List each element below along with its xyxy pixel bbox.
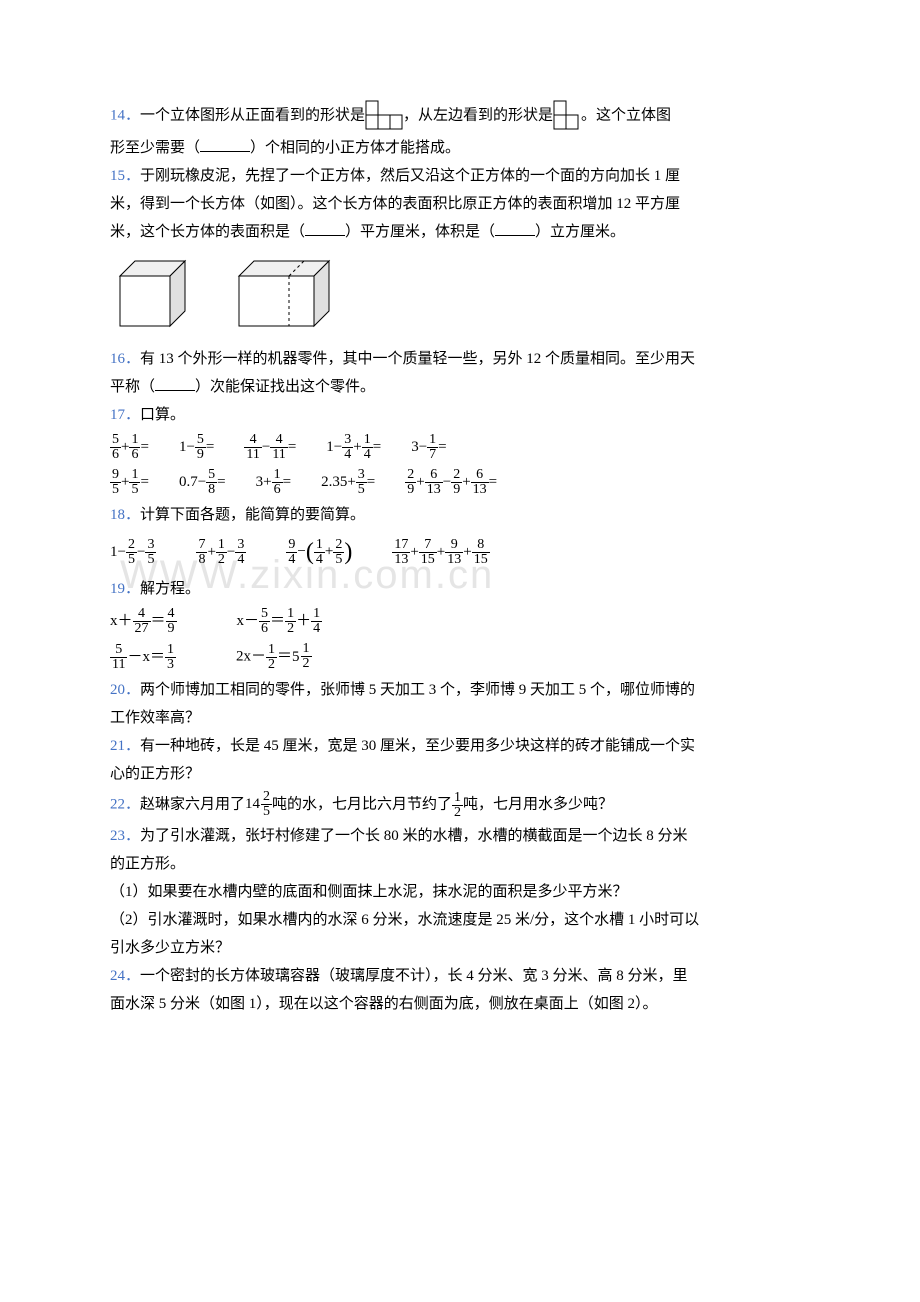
q16-text1: 有 13 个外形一样的机器零件，其中一个质量轻一些，另外 12 个质量相同。至少… bbox=[140, 351, 695, 367]
q17-r2e3: 3+16= bbox=[256, 468, 291, 497]
front-view-shape bbox=[365, 100, 403, 132]
q19-e1: x＋427＝49 bbox=[110, 607, 177, 636]
q15-text2: 米，得到一个长方体（如图）。这个长方体的表面积比原正方体的表面积增加 12 平方… bbox=[110, 196, 680, 212]
q17-r2e4: 2.35+35= bbox=[321, 468, 375, 497]
q22-text2: 吨的水，七月比六月节约了 bbox=[272, 796, 452, 812]
q16-text3: ）次能保证找出这个零件。 bbox=[195, 379, 375, 395]
q23-sub1: （1）如果要在水槽内壁的底面和侧面抹上水泥，抹水泥的面积是多少平方米？ bbox=[110, 884, 628, 900]
cube-figures bbox=[110, 248, 810, 347]
question-17: 17．口算。 bbox=[110, 403, 810, 427]
question-20: 20．两个师博加工相同的零件，张师博 5 天加工 3 个，李师博 9 天加工 5… bbox=[110, 678, 810, 702]
q14-text3: 。这个立体图 bbox=[581, 107, 671, 123]
q14-text2: ，从左边看到的形状是 bbox=[403, 107, 553, 123]
q17-e5: 3−17= bbox=[411, 433, 446, 462]
q18-e2: 78+12−34 bbox=[196, 538, 246, 567]
question-15-l3: 米，这个长方体的表面积是（ ）平方厘米，体积是（ ）立方厘米。 bbox=[110, 220, 810, 244]
q17-e3: 411−411= bbox=[244, 433, 296, 462]
q20-text1: 两个师博加工相同的零件，张师博 5 天加工 3 个，李师博 9 天加工 5 个，… bbox=[140, 682, 695, 698]
q15-text1: 于刚玩橡皮泥，先捏了一个正方体，然后又沿这个正方体的一个面的方向加长 1 厘 bbox=[140, 168, 680, 184]
q17-r2e5: 29+613−29+613= bbox=[405, 468, 497, 497]
q18-e4: 1713+715+913+815 bbox=[392, 538, 489, 567]
question-14: 14．一个立体图形从正面看到的形状是 ，从左边看到的形状是 。这个立体图 bbox=[110, 100, 810, 132]
q18-num: 18． bbox=[110, 507, 140, 523]
question-16: 16．有 13 个外形一样的机器零件，其中一个质量轻一些，另外 12 个质量相同… bbox=[110, 347, 810, 371]
q18-text: 计算下面各题，能简算的要简算。 bbox=[140, 507, 365, 523]
question-24-l2: 面水深 5 分米（如图 1），现在以这个容器的右侧面为底，侧放在桌面上（如图 2… bbox=[110, 992, 810, 1016]
question-23: 23．为了引水灌溉，张圩村修建了一个长 80 米的水槽，水槽的横截面是一个边长 … bbox=[110, 824, 810, 848]
cuboid-shape bbox=[229, 256, 349, 339]
question-23-sub2b: 引水多少立方米？ bbox=[110, 936, 810, 960]
q24-num: 24． bbox=[110, 968, 140, 984]
q17-r2e2: 0.7−58= bbox=[179, 468, 226, 497]
question-20-l2: 工作效率高？ bbox=[110, 706, 810, 730]
q18-e3: 94−(14+25) bbox=[286, 533, 352, 571]
q23-text2: 的正方形。 bbox=[110, 856, 185, 872]
q20-num: 20． bbox=[110, 682, 140, 698]
q17-row1: 56+16= 1−59= 411−411= 1−34+14= 3−17= bbox=[110, 433, 810, 462]
q19-e4: 2x－12＝512 bbox=[236, 642, 312, 672]
q19-e3: 511－x＝13 bbox=[110, 643, 176, 672]
question-19: 19．解方程。 bbox=[110, 577, 810, 601]
q17-row2: 95+15= 0.7−58= 3+16= 2.35+35= 29+613−29+… bbox=[110, 468, 810, 497]
question-21: 21．有一种地砖，长是 45 厘米，宽是 30 厘米，至少要用多少块这样的砖才能… bbox=[110, 734, 810, 758]
q15-blank2 bbox=[495, 221, 535, 236]
question-14-cont: 形至少需要（ ）个相同的小正方体才能搭成。 bbox=[110, 136, 810, 160]
q24-text1: 一个密封的长方体玻璃容器（玻璃厚度不计），长 4 分米、宽 3 分米、高 8 分… bbox=[140, 968, 688, 984]
q14-text1: 一个立体图形从正面看到的形状是 bbox=[140, 107, 365, 123]
question-23-sub1: （1）如果要在水槽内壁的底面和侧面抹上水泥，抹水泥的面积是多少平方米？ bbox=[110, 880, 810, 904]
question-21-l2: 心的正方形？ bbox=[110, 762, 810, 786]
q23-text1: 为了引水灌溉，张圩村修建了一个长 80 米的水槽，水槽的横截面是一个边长 8 分… bbox=[140, 828, 688, 844]
q16-num: 16． bbox=[110, 351, 140, 367]
q22-text3: 吨，七月用水多少吨？ bbox=[463, 796, 613, 812]
question-23-l2: 的正方形。 bbox=[110, 852, 810, 876]
q15-num: 15． bbox=[110, 168, 140, 184]
q17-r2e1: 95+15= bbox=[110, 468, 149, 497]
q19-e2: x－56＝12＋14 bbox=[237, 607, 323, 636]
question-16-l2: 平称（ ）次能保证找出这个零件。 bbox=[110, 375, 810, 399]
q19-row1: x＋427＝49 x－56＝12＋14 bbox=[110, 607, 810, 636]
question-24: 24．一个密封的长方体玻璃容器（玻璃厚度不计），长 4 分米、宽 3 分米、高 … bbox=[110, 964, 810, 988]
q15-blank1 bbox=[305, 221, 345, 236]
q24-text2: 面水深 5 分米（如图 1），现在以这个容器的右侧面为底，侧放在桌面上（如图 2… bbox=[110, 996, 658, 1012]
q21-text2: 心的正方形？ bbox=[110, 766, 200, 782]
q18-e1: 1−25−35 bbox=[110, 538, 156, 567]
q22-text1: 赵琳家六月用了 bbox=[140, 796, 245, 812]
q18-row: 1−25−35 78+12−34 94−(14+25) 1713+715+913… bbox=[110, 533, 810, 571]
q16-text2: 平称（ bbox=[110, 379, 155, 395]
q17-num: 17． bbox=[110, 407, 140, 423]
q20-text2: 工作效率高？ bbox=[110, 710, 200, 726]
q14-num: 14． bbox=[110, 107, 140, 123]
q23-sub2: （2）引水灌溉时，如果水槽内的水深 6 分米，水流速度是 25 米/分，这个水槽… bbox=[110, 912, 699, 928]
q15-text5: ）立方厘米。 bbox=[535, 224, 625, 240]
q17-text: 口算。 bbox=[140, 407, 185, 423]
q14-blank bbox=[200, 137, 250, 152]
cube-shape bbox=[110, 256, 205, 339]
question-15: 15．于刚玩橡皮泥，先捏了一个正方体，然后又沿这个正方体的一个面的方向加长 1 … bbox=[110, 164, 810, 188]
watermark-container: 1−25−35 78+12−34 94−(14+25) 1713+715+913… bbox=[110, 533, 810, 571]
q17-e2: 1−59= bbox=[179, 433, 214, 462]
q21-text1: 有一种地砖，长是 45 厘米，宽是 30 厘米，至少要用多少块这样的砖才能铺成一… bbox=[140, 738, 695, 754]
q17-e4: 1−34+14= bbox=[326, 433, 381, 462]
q23-sub2b: 引水多少立方米？ bbox=[110, 940, 230, 956]
q19-row2: 511－x＝13 2x－12＝512 bbox=[110, 642, 810, 672]
question-15-l2: 米，得到一个长方体（如图）。这个长方体的表面积比原正方体的表面积增加 12 平方… bbox=[110, 192, 810, 216]
q23-num: 23． bbox=[110, 828, 140, 844]
q15-text4: ）平方厘米，体积是（ bbox=[345, 224, 495, 240]
q14-text5: ）个相同的小正方体才能搭成。 bbox=[250, 140, 460, 156]
q21-num: 21． bbox=[110, 738, 140, 754]
left-view-shape bbox=[553, 100, 581, 132]
q15-text3: 米，这个长方体的表面积是（ bbox=[110, 224, 305, 240]
q19-num: 19． bbox=[110, 581, 140, 597]
question-23-sub2: （2）引水灌溉时，如果水槽内的水深 6 分米，水流速度是 25 米/分，这个水槽… bbox=[110, 908, 810, 932]
q16-blank bbox=[155, 376, 195, 391]
q17-e1: 56+16= bbox=[110, 433, 149, 462]
question-22: 22．赵琳家六月用了1425吨的水，七月比六月节约了12吨，七月用水多少吨？ bbox=[110, 790, 810, 820]
question-18: 18．计算下面各题，能简算的要简算。 bbox=[110, 503, 810, 527]
q19-text: 解方程。 bbox=[140, 581, 200, 597]
q22-num: 22． bbox=[110, 796, 140, 812]
q14-text4: 形至少需要（ bbox=[110, 140, 200, 156]
